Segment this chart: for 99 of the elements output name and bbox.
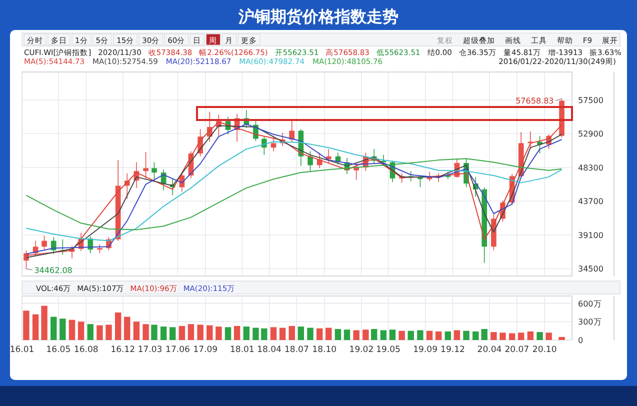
bar (133, 322, 140, 340)
bar (490, 332, 497, 340)
bar (32, 314, 39, 340)
bar (334, 329, 342, 340)
bar (41, 306, 48, 340)
y-tick-label: 52900 (578, 130, 604, 139)
bar (96, 325, 103, 340)
bar (536, 332, 543, 340)
y-tick-label: 34500 (578, 264, 604, 274)
bar (344, 330, 350, 340)
x-tick-label: 20.07 (504, 345, 530, 355)
candlestick (50, 236, 56, 254)
bar (518, 332, 524, 340)
x-tick-label: 18.01 (230, 345, 254, 355)
candlestick (270, 136, 276, 152)
bar (270, 327, 277, 340)
bar (408, 330, 414, 340)
bar (371, 329, 378, 340)
x-tick-label: 16.08 (74, 345, 98, 355)
bar (114, 312, 122, 340)
bar (78, 322, 84, 340)
bar (426, 330, 433, 340)
chart-title: 沪铜期货价格指数走势 (238, 7, 398, 26)
x-tick-label: 17.09 (193, 345, 218, 355)
bar (472, 331, 479, 340)
bar (279, 328, 286, 340)
y-tick-label: 600万 (578, 299, 602, 308)
bar (316, 328, 323, 340)
bar (224, 327, 232, 340)
x-tick-label: 17.06 (166, 345, 190, 355)
x-tick-label: 19.09 (413, 345, 438, 355)
x-tick-label: 16.05 (46, 345, 71, 355)
candlestick (418, 176, 423, 188)
candlestick (354, 163, 359, 180)
bar (444, 331, 452, 340)
bar (124, 316, 130, 340)
bar (252, 328, 259, 340)
candlestick (289, 119, 295, 142)
bar (508, 333, 516, 340)
y-tick-label: 43700 (578, 197, 604, 206)
bar (178, 326, 186, 340)
bar (188, 324, 194, 340)
x-tick-label: 18.04 (257, 345, 282, 355)
bar (500, 332, 506, 340)
x-tick-label: 16.01 (10, 345, 34, 355)
bar (87, 324, 94, 340)
bar (380, 330, 387, 340)
candlestick (143, 152, 148, 179)
bar (389, 330, 396, 340)
line-series (26, 158, 562, 230)
bar (463, 330, 470, 340)
bar (362, 330, 369, 340)
bar (60, 318, 66, 340)
bar (23, 310, 30, 340)
bar (216, 326, 222, 340)
x-tick-label: 20.04 (477, 345, 502, 355)
bar (261, 328, 268, 340)
y-tick-label: 48300 (578, 163, 604, 172)
bar (142, 324, 149, 340)
x-tick-label: 19.02 (349, 345, 374, 355)
bar (50, 316, 57, 340)
y-tick-label: 0 (578, 336, 584, 345)
bar (417, 330, 424, 340)
annotation: 34462.08 (34, 266, 72, 275)
y-tick-label: 57500 (578, 96, 604, 105)
bar (546, 332, 552, 340)
bar (307, 328, 314, 340)
bar (353, 330, 360, 340)
bar (234, 326, 240, 340)
y-tick-label: 39100 (578, 230, 604, 240)
x-tick-label: 17.03 (138, 345, 162, 355)
candlestick (308, 150, 313, 172)
annotation: 57658.83 (516, 96, 554, 106)
bar (206, 325, 213, 340)
bar (326, 328, 332, 340)
x-tick-label: 16.12 (110, 345, 136, 355)
bar (197, 324, 204, 340)
bar (243, 326, 250, 340)
bar (527, 331, 534, 340)
x-tick-label: 19.12 (440, 345, 465, 355)
bar (68, 320, 76, 340)
bar (151, 324, 158, 340)
candlestick (42, 235, 47, 251)
bar (160, 326, 167, 340)
bar (435, 331, 442, 340)
bar (558, 336, 565, 340)
bar (170, 327, 176, 340)
candlestick (326, 148, 332, 164)
x-tick-label: 20.10 (532, 345, 557, 355)
bar (454, 330, 460, 340)
bar (288, 326, 295, 340)
x-tick-label: 18.10 (312, 345, 337, 355)
bar (398, 330, 405, 340)
bar (106, 324, 112, 340)
bar (481, 329, 488, 340)
x-tick-label: 18.07 (284, 345, 309, 355)
y-tick-label: 300万 (578, 318, 602, 327)
x-tick-label: 19.05 (376, 345, 400, 355)
bar (298, 326, 304, 340)
